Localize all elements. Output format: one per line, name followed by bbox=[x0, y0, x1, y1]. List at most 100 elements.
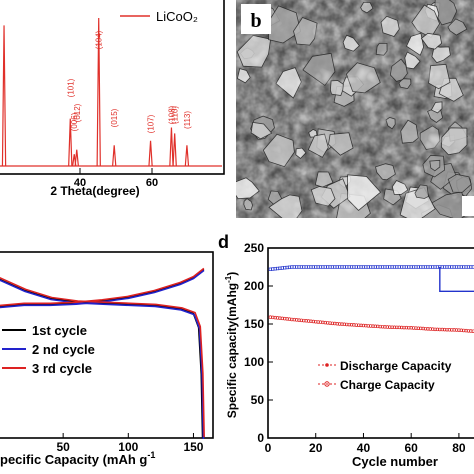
x-tick-label-3: 60 bbox=[405, 441, 419, 455]
capacity-point bbox=[390, 325, 394, 329]
panel-d-series bbox=[268, 265, 474, 333]
capacity-point bbox=[302, 318, 306, 323]
capacity-point bbox=[471, 329, 474, 333]
xrd-peak-4 bbox=[96, 17, 101, 167]
panel-d: d 0 50 100 150 200 250 0 20 40 60 80 Discharge Ca… bbox=[218, 232, 474, 469]
panel-b-label: b bbox=[250, 10, 261, 32]
panel-d-legend: Discharge Capacity Charge Capacity bbox=[318, 359, 452, 392]
panel-c-x-axis-label-sup: -1 bbox=[147, 450, 155, 460]
capacity-point bbox=[442, 327, 447, 332]
scale-bar-marker bbox=[462, 196, 474, 216]
capacity-point bbox=[459, 328, 464, 333]
capacity-point bbox=[454, 328, 459, 332]
capacity-point bbox=[356, 323, 361, 327]
capacity-point bbox=[461, 328, 466, 333]
capacity-point bbox=[282, 316, 287, 321]
x-tick-label-2: 40 bbox=[357, 441, 371, 455]
capacity-point bbox=[426, 327, 430, 331]
peak-label-2: (012) bbox=[73, 103, 82, 122]
peak-label-3: (104) bbox=[95, 30, 104, 49]
y-tick-label-5: 250 bbox=[244, 241, 264, 255]
x-tick-label-0: 50 bbox=[56, 440, 70, 454]
capacity-point bbox=[325, 321, 330, 325]
capacity-point bbox=[445, 327, 449, 332]
capacity-point bbox=[414, 326, 418, 330]
capacity-point bbox=[364, 323, 368, 328]
capacity-point bbox=[297, 318, 301, 322]
capacity-point bbox=[368, 324, 373, 328]
capacity-point bbox=[345, 322, 349, 327]
capacity-point bbox=[457, 328, 461, 332]
xrd-peak-6 bbox=[148, 140, 153, 167]
panel-b: b bbox=[236, 0, 474, 218]
capacity-point bbox=[378, 324, 382, 329]
y-tick-label-1: 50 bbox=[251, 393, 265, 407]
capacity-point bbox=[316, 320, 320, 324]
peak-label-7: (110) bbox=[171, 106, 180, 124]
peak-label-4: (015) bbox=[110, 108, 119, 127]
charge-curve-0 bbox=[0, 268, 205, 308]
efficiency-point bbox=[471, 265, 474, 269]
xrd-peak-5 bbox=[112, 145, 117, 167]
capacity-point bbox=[273, 315, 277, 320]
capacity-point bbox=[359, 323, 363, 328]
panel-d-frame bbox=[267, 247, 474, 439]
panel-d-x-axis-label: Cycle number bbox=[352, 454, 438, 469]
capacity-point bbox=[466, 329, 471, 333]
panel-c-curves bbox=[0, 267, 205, 440]
capacity-point bbox=[328, 321, 332, 325]
panel-d-label: d bbox=[218, 232, 229, 252]
panel-c-x-ticks: 50 100 150 bbox=[56, 433, 204, 454]
xrd-peak-3 bbox=[74, 149, 79, 167]
x-tick-label-0: 40 bbox=[74, 177, 86, 189]
capacity-point bbox=[435, 327, 440, 332]
panel-a-peaks bbox=[0, 17, 222, 167]
capacity-point bbox=[287, 317, 292, 321]
capacity-point bbox=[275, 316, 280, 320]
capacity-point bbox=[395, 325, 399, 330]
x-tick-label-1: 100 bbox=[118, 440, 138, 454]
capacity-point bbox=[292, 317, 297, 322]
panel-d-y-axis-label-main: Specific capacity(mAhg bbox=[225, 283, 239, 418]
capacity-point bbox=[333, 321, 337, 326]
legend-label-0: 1st cycle bbox=[32, 323, 87, 338]
panel-a-x-axis-label: 2 Theta(degree) bbox=[50, 184, 139, 198]
capacity-point bbox=[330, 321, 335, 326]
capacity-point bbox=[268, 315, 273, 319]
capacity-point bbox=[323, 320, 328, 325]
capacity-point bbox=[428, 327, 433, 331]
xrd-peak-7 bbox=[169, 127, 174, 167]
capacity-point bbox=[349, 323, 354, 327]
capacity-point bbox=[407, 325, 411, 330]
xrd-peak-0 bbox=[1, 25, 7, 167]
capacity-point bbox=[335, 322, 339, 326]
capacity-point bbox=[452, 328, 456, 332]
xrd-peak-8 bbox=[172, 133, 177, 167]
x-tick-label-1: 20 bbox=[309, 441, 323, 455]
capacity-point bbox=[440, 327, 444, 332]
capacity-point bbox=[399, 325, 404, 330]
legend-label-1: Charge Capacity bbox=[340, 378, 435, 392]
capacity-point bbox=[376, 324, 380, 329]
capacity-point bbox=[318, 320, 323, 324]
capacity-point bbox=[321, 320, 325, 325]
panel-a-frame bbox=[0, 0, 225, 175]
peak-label-1: (006) bbox=[70, 112, 79, 131]
capacity-point bbox=[418, 326, 423, 331]
peak-label-5: (107) bbox=[147, 114, 156, 133]
capacity-point bbox=[361, 323, 366, 328]
capacity-point bbox=[380, 324, 385, 329]
panel-d-y-axis-label-tail: ) bbox=[225, 272, 239, 276]
xrd-peak-9 bbox=[184, 145, 190, 167]
capacity-point bbox=[373, 324, 378, 329]
y-tick-label-0: 0 bbox=[257, 431, 264, 445]
xrd-peak-1 bbox=[68, 118, 73, 167]
capacity-point bbox=[383, 325, 387, 329]
panel-a-peak-labels: (101) (006)(012) (104) (015) (107) (108)(110)… bbox=[66, 30, 192, 133]
capacity-point bbox=[285, 317, 289, 321]
capacity-point bbox=[402, 325, 406, 330]
right-axis-step bbox=[439, 267, 474, 293]
charge-curve-2 bbox=[0, 267, 205, 307]
panel-d-x-ticks: 0 20 40 60 80 bbox=[265, 433, 466, 455]
